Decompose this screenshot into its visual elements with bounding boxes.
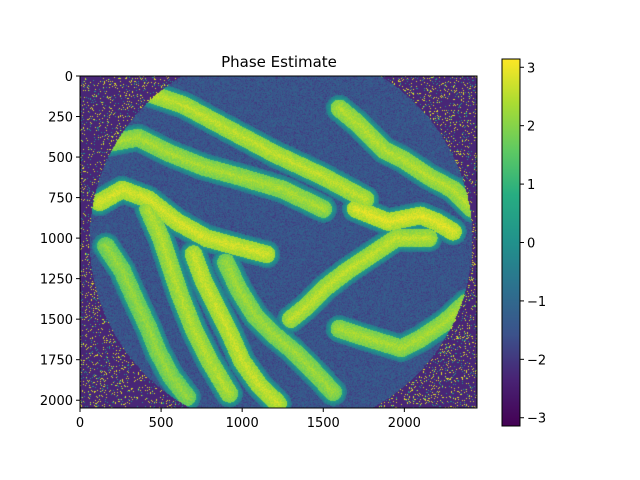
y-tick-label: 250 bbox=[48, 111, 73, 126]
colorbar-tick-label: 2 bbox=[527, 120, 535, 135]
chart-title: Phase Estimate bbox=[221, 53, 337, 71]
x-tick-label: 2000 bbox=[388, 416, 421, 431]
y-tick-label: 500 bbox=[48, 151, 73, 166]
y-tick-label: 0 bbox=[65, 70, 73, 85]
y-tick-label: 2000 bbox=[40, 394, 73, 409]
colorbar-tick-label: 0 bbox=[527, 237, 535, 252]
y-tick-label: 1750 bbox=[40, 354, 73, 369]
phase-heatmap bbox=[80, 76, 477, 408]
colorbar-ticks: 3 2 1 0 −1 −2 −3 bbox=[520, 61, 546, 427]
y-tick-label: 750 bbox=[48, 192, 73, 207]
x-tick-label: 1000 bbox=[226, 416, 259, 431]
colorbar-gradient bbox=[502, 59, 520, 426]
x-tick-label: 1500 bbox=[307, 416, 340, 431]
colorbar-tick-label: −1 bbox=[527, 295, 546, 310]
colorbar-tick-label: 3 bbox=[527, 61, 535, 76]
y-tick-label: 1500 bbox=[40, 313, 73, 328]
colorbar: 3 2 1 0 −1 −2 −3 bbox=[501, 58, 546, 427]
x-tick-label: 0 bbox=[76, 416, 84, 431]
x-tick-label: 500 bbox=[149, 416, 174, 431]
y-tick-label: 1250 bbox=[40, 273, 73, 288]
y-tick-label: 1000 bbox=[40, 232, 73, 247]
colorbar-tick-label: 1 bbox=[527, 178, 535, 193]
phase-map-plot bbox=[79, 75, 478, 409]
colorbar-tick-label: −3 bbox=[527, 412, 546, 427]
y-axis: 0 250 500 750 1000 1250 1500 1750 2000 bbox=[40, 70, 80, 409]
plot-frame bbox=[79, 75, 478, 409]
x-axis: 0 500 1000 1500 2000 bbox=[76, 408, 421, 431]
colorbar-tick-label: −2 bbox=[527, 353, 546, 368]
